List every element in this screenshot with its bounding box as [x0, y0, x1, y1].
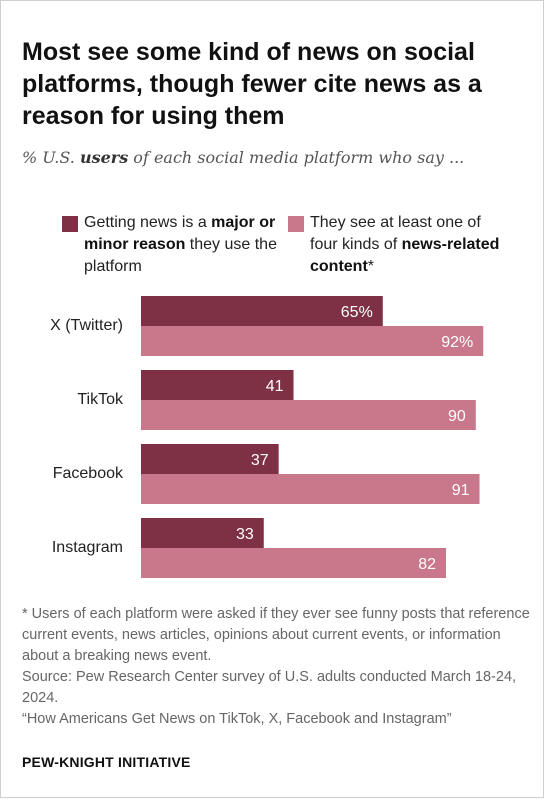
chart-subtitle: % U.S. users of each social media platfo… — [22, 148, 532, 167]
legend-b-post: * — [367, 258, 375, 275]
brand-label: PEW-KNIGHT INITIATIVE — [22, 754, 191, 770]
legend-a-pre: Getting news is a — [84, 214, 212, 231]
subtitle-emphasis: users — [79, 148, 129, 167]
data-label: 65% — [341, 304, 373, 321]
bar-news-content — [141, 326, 484, 356]
legend-a-bold: major or minor reason — [84, 214, 276, 253]
subtitle-prefix: % U.S. — [22, 148, 80, 167]
data-label: 92% — [441, 334, 473, 351]
footnote-report: “How Americans Get News on TikTok, X, Fa… — [22, 711, 452, 727]
category-label: TikTok — [77, 391, 124, 408]
category-label: Instagram — [52, 539, 123, 556]
legend-label-news-content: They see at least one of four kinds of n… — [310, 212, 510, 278]
bar-news-reason — [141, 370, 294, 400]
category-label: X (Twitter) — [50, 317, 123, 334]
footnote-source: Source: Pew Research Center survey of U.… — [22, 669, 517, 706]
data-label: 82 — [418, 556, 436, 573]
legend-b-bold: news-related content — [310, 236, 500, 275]
subtitle-suffix: of each social media platform who say ..… — [128, 148, 465, 167]
bar-news-reason — [141, 444, 279, 474]
bar-news-reason — [141, 296, 383, 326]
bar-chart: X (Twitter) 65% 92% TikTok 41 90 Facebook 37 91 I… — [50, 296, 484, 578]
legend-label-news-reason: Getting news is a major or minor reason … — [84, 212, 304, 278]
category-label: Facebook — [53, 465, 124, 482]
chart-title: Most see some kind of news on social pla… — [22, 38, 482, 130]
bar-news-reason — [141, 518, 264, 548]
data-label: 33 — [236, 526, 254, 543]
legend-swatch-news-reason — [62, 216, 78, 232]
bar-news-content — [141, 400, 476, 430]
footnote-block: * Users of each platform were asked if t… — [22, 604, 532, 730]
data-label: 41 — [266, 378, 284, 395]
data-label: 90 — [448, 408, 466, 425]
legend-a-post: they use the platform — [84, 236, 277, 275]
footnote-note: * Users of each platform were asked if t… — [22, 606, 530, 664]
bar-news-content — [141, 548, 447, 578]
data-label: 91 — [452, 482, 470, 499]
data-label: 37 — [251, 452, 269, 469]
legend-b-pre: They see at least one of four kinds of — [310, 214, 481, 253]
legend-swatch-news-content — [288, 216, 304, 232]
bar-news-content — [141, 474, 480, 504]
